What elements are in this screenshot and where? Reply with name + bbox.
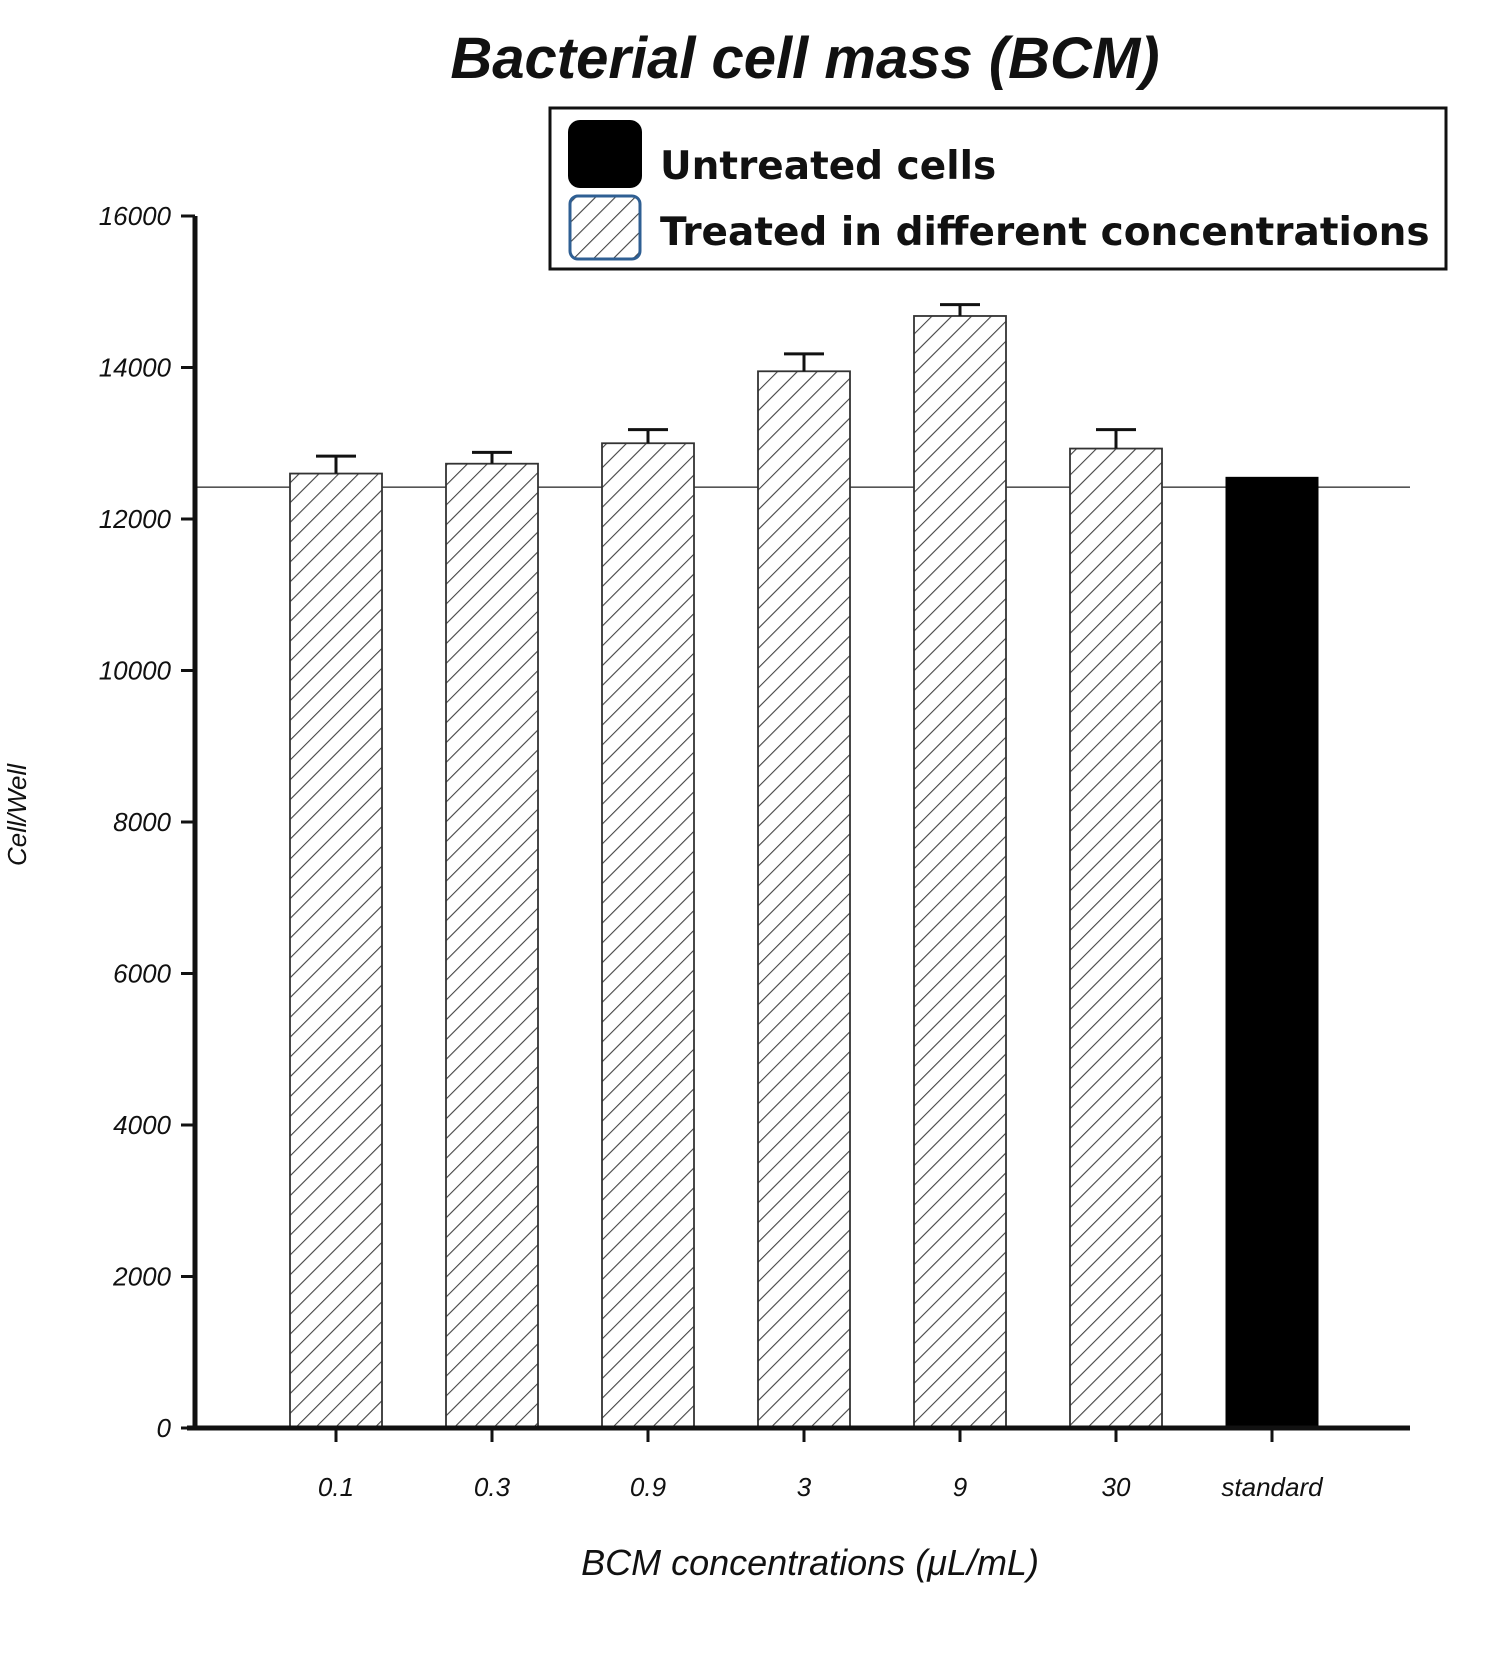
x-axis-label: BCM concentrations (μL/mL) xyxy=(581,1542,1039,1583)
y-tick-label-2000: 2000 xyxy=(112,1262,171,1292)
bar-9 xyxy=(913,315,1007,1429)
x-tick-label-0.3: 0.3 xyxy=(474,1472,511,1502)
bar-standard xyxy=(1225,476,1319,1429)
x-tick-label-3: 3 xyxy=(797,1472,812,1502)
legend: Untreated cells Treated in different con… xyxy=(548,106,1448,271)
legend-box xyxy=(548,106,1448,271)
y-tick-label-10000: 10000 xyxy=(99,656,172,686)
plot-area xyxy=(195,303,1410,1429)
y-tick-label-8000: 8000 xyxy=(113,807,171,837)
y-axis-label: Cell/Well xyxy=(2,763,32,866)
legend-swatch-treated xyxy=(568,194,642,261)
legend-label-untreated: Untreated cells xyxy=(660,144,996,189)
y-tick-label-4000: 4000 xyxy=(113,1110,171,1140)
x-tick-label-30: 30 xyxy=(1102,1472,1131,1502)
bar-0.1 xyxy=(289,472,383,1429)
bar-30 xyxy=(1069,447,1163,1429)
bar-3 xyxy=(757,370,851,1429)
chart-title: Bacterial cell mass (BCM) xyxy=(450,26,1159,91)
legend-label-treated: Treated in different concentrations xyxy=(660,210,1430,255)
y-tick-label-6000: 6000 xyxy=(113,959,171,989)
axis-ticks: 0 2000 4000 6000 8000 10000 12000 14000 16000 0.1… xyxy=(99,201,1410,1502)
bar-0.9 xyxy=(601,442,695,1429)
legend-swatch-untreated xyxy=(568,120,642,188)
x-tick-label-0.9: 0.9 xyxy=(630,1472,666,1502)
x-tick-label-standard: standard xyxy=(1221,1472,1324,1502)
x-tick-label-9: 9 xyxy=(953,1472,967,1502)
y-tick-label-12000: 12000 xyxy=(99,504,172,534)
y-tick-label-16000: 16000 xyxy=(99,201,172,231)
y-tick-label-14000: 14000 xyxy=(99,353,172,383)
bar-0.3 xyxy=(445,462,539,1429)
x-tick-label-0.1: 0.1 xyxy=(318,1472,354,1502)
y-tick-label-0: 0 xyxy=(157,1413,172,1443)
